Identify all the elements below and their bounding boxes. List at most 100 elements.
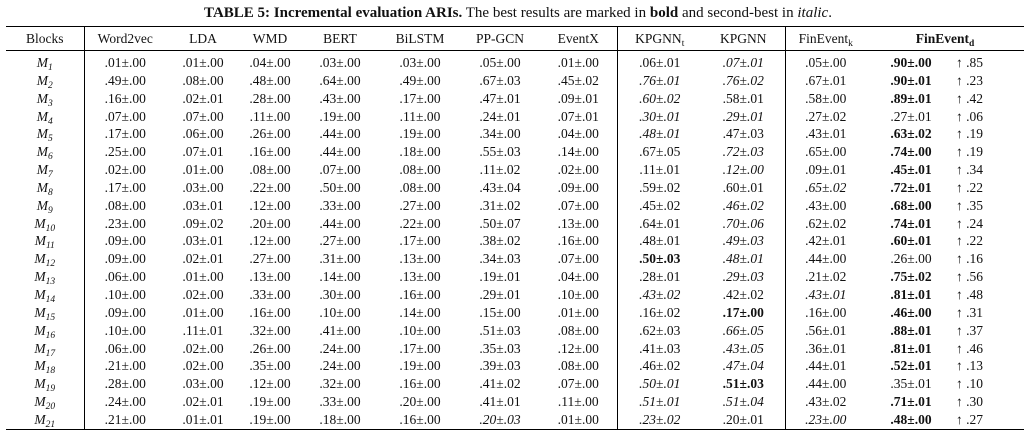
value-cell: .13±.00 xyxy=(540,214,618,233)
value-cell: .81±.01 xyxy=(866,340,956,358)
cell-text: .07±.01 xyxy=(182,144,224,160)
cell-text: .28±.01 xyxy=(639,269,681,285)
cell-text: .48±.01 xyxy=(639,126,681,142)
value-cell: .11±.02 xyxy=(460,161,540,179)
cell-text: .27±.00 xyxy=(249,251,291,267)
block-label-base: M xyxy=(34,411,46,427)
value-cell: .90±.00 xyxy=(866,51,956,72)
value-cell: .03±.00 xyxy=(166,375,240,393)
value-cell: .17±.00 xyxy=(84,125,166,143)
value-cell: .60±.01 xyxy=(866,232,956,250)
block-label-sub: 8 xyxy=(48,187,53,198)
value-cell: .75±.02 xyxy=(866,268,956,286)
table-row: M20 .24±.00 .02±.01 .19±.00 .33±.00 .20±.00 .4… xyxy=(6,393,1024,412)
value-cell: .01±.00 xyxy=(540,410,618,430)
value-cell: .01±.01 xyxy=(166,410,240,430)
block-cell: M12 xyxy=(6,250,85,269)
value-cell: .01±.00 xyxy=(84,51,166,72)
cell-text: ↑ .10 xyxy=(956,376,983,392)
value-cell: .19±.00 xyxy=(240,410,300,430)
cell-text: .22±.00 xyxy=(249,179,291,195)
header-row: Blocks Word2vec LDA WMD BERT BiLSTM PP-GCN Even… xyxy=(6,26,1024,51)
value-cell: .43±.02 xyxy=(785,393,866,411)
cell-text: .50±.07 xyxy=(479,215,521,231)
cell-text: .10±.00 xyxy=(104,286,146,302)
header-text-base: FinEvent xyxy=(798,30,849,46)
cell-text: .30±.00 xyxy=(319,286,361,302)
cell-text: .35±.03 xyxy=(479,340,521,356)
value-cell: .66±.05 xyxy=(702,321,786,340)
cell-text: .64±.01 xyxy=(639,215,681,231)
cell-text: .44±.01 xyxy=(805,358,847,374)
cell-text: .25±.00 xyxy=(104,144,146,160)
value-cell: .07±.00 xyxy=(300,161,380,179)
block-label-base: M xyxy=(36,72,48,88)
block-label-sub: 18 xyxy=(45,366,56,377)
value-cell: .15±.00 xyxy=(460,304,540,322)
cell-text: .50±.00 xyxy=(319,179,361,195)
value-cell: .27±.01 xyxy=(866,108,956,126)
value-cell: ↑ .10 xyxy=(956,375,1024,393)
value-cell: .04±.00 xyxy=(540,268,618,286)
block-label-sub: 3 xyxy=(48,98,53,109)
value-cell: .63±.02 xyxy=(866,125,956,143)
value-cell: .12±.00 xyxy=(240,197,300,215)
cell-text: .30±.01 xyxy=(639,108,681,124)
value-cell: .32±.00 xyxy=(240,322,300,340)
cell-text: .18±.00 xyxy=(319,411,361,427)
cell-text: .51±.03 xyxy=(722,376,764,392)
value-cell: .26±.00 xyxy=(240,125,300,143)
value-cell: .41±.03 xyxy=(617,340,702,358)
value-cell: .07±.00 xyxy=(166,108,240,126)
value-cell: .56±.01 xyxy=(785,322,866,340)
cell-text: .38±.02 xyxy=(479,233,521,249)
cell-text: .21±.00 xyxy=(104,411,146,427)
block-cell: M16 xyxy=(6,321,85,340)
value-cell: .10±.00 xyxy=(84,286,166,304)
block-cell: M18 xyxy=(6,357,85,377)
cell-text: .06±.00 xyxy=(104,340,146,356)
table-row: M1 .01±.00 .01±.00 .04±.00 .03±.00 .03±.00 .05… xyxy=(6,50,1024,73)
cell-text: .24±.01 xyxy=(479,108,521,124)
table-row: M7 .02±.00 .01±.00 .08±.00 .07±.00 .08±.00 .11… xyxy=(6,161,1024,180)
table-row: M11 .09±.00 .03±.01 .12±.00 .27±.00 .17±.00 .3… xyxy=(6,232,1024,251)
value-cell: .16±.00 xyxy=(540,232,618,251)
cell-text: .21±.00 xyxy=(104,358,146,374)
block-label: M7 xyxy=(37,162,53,180)
value-cell: .45±.02 xyxy=(617,197,702,215)
cell-text: .67±.05 xyxy=(639,144,681,160)
value-cell: .60±.01 xyxy=(702,178,786,197)
block-label-base: M xyxy=(34,251,46,267)
value-cell: .14±.00 xyxy=(380,304,460,322)
value-cell: .03±.00 xyxy=(300,51,380,72)
value-cell: .28±.01 xyxy=(617,268,702,286)
cell-text: .07±.00 xyxy=(319,162,361,178)
cell-text: .20±.01 xyxy=(722,411,764,427)
cell-text: .43±.05 xyxy=(722,340,764,356)
cell-text: .01±.00 xyxy=(557,304,599,320)
cell-text: .65±.00 xyxy=(805,144,847,160)
cell-text: .33±.00 xyxy=(319,197,361,213)
table-row: M5 .17±.00 .06±.00 .26±.00 .44±.00 .19±.00 .34… xyxy=(6,125,1024,144)
value-cell: .55±.03 xyxy=(460,143,540,161)
cell-text: .34±.00 xyxy=(479,126,521,142)
block-cell: M17 xyxy=(6,339,85,358)
value-cell: .12±.00 xyxy=(240,375,300,393)
block-label-base: M xyxy=(36,144,48,160)
value-cell: .26±.00 xyxy=(866,250,956,268)
value-cell: .25±.00 xyxy=(84,143,166,161)
value-cell: .64±.00 xyxy=(300,72,380,90)
cell-text: ↑ .19 xyxy=(956,126,983,142)
value-cell: .03±.00 xyxy=(166,179,240,197)
cell-text: .02±.00 xyxy=(182,286,224,302)
cell-text: ↑ .24 xyxy=(956,215,983,231)
caption-part: . xyxy=(828,5,832,21)
cell-text: .17±.00 xyxy=(722,304,764,320)
value-cell: .16±.00 xyxy=(240,143,300,161)
block-label-base: M xyxy=(34,215,46,231)
cell-text: .44±.00 xyxy=(805,376,847,392)
block-label-sub: 9 xyxy=(48,205,53,216)
block-label-sub: 21 xyxy=(45,419,56,430)
cell-text: .13±.00 xyxy=(399,269,441,285)
cell-text: .02±.00 xyxy=(182,340,224,356)
